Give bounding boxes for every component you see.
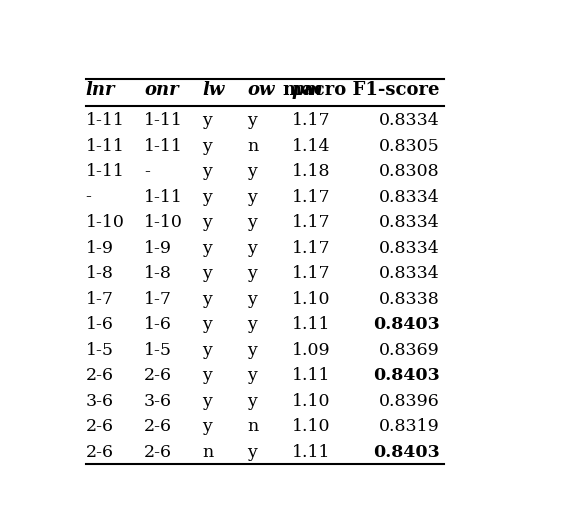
Text: macro F1-score: macro F1-score (283, 81, 440, 99)
Text: 1-11: 1-11 (144, 137, 183, 155)
Text: 1.17: 1.17 (292, 239, 331, 257)
Text: 1-8: 1-8 (86, 265, 113, 282)
Text: 1-11: 1-11 (144, 112, 183, 129)
Text: y: y (202, 393, 212, 410)
Text: 1.14: 1.14 (292, 137, 330, 155)
Text: 0.8403: 0.8403 (373, 316, 440, 333)
Text: n: n (202, 444, 213, 461)
Text: y: y (247, 342, 257, 359)
Text: 0.8334: 0.8334 (379, 112, 440, 129)
Text: 0.8338: 0.8338 (379, 290, 440, 308)
Text: y: y (247, 265, 257, 282)
Text: 1.17: 1.17 (292, 265, 331, 282)
Text: y: y (202, 290, 212, 308)
Text: y: y (202, 367, 212, 384)
Text: 0.8308: 0.8308 (379, 163, 440, 180)
Text: 0.8396: 0.8396 (379, 393, 440, 410)
Text: y: y (247, 163, 257, 180)
Text: 1-5: 1-5 (144, 342, 172, 359)
Text: y: y (202, 316, 212, 333)
Text: 1.17: 1.17 (292, 188, 331, 206)
Text: 1.18: 1.18 (292, 163, 330, 180)
Text: -: - (144, 163, 150, 180)
Text: y: y (202, 137, 212, 155)
Text: 1-7: 1-7 (144, 290, 172, 308)
Text: y: y (202, 342, 212, 359)
Text: 1.10: 1.10 (292, 418, 330, 435)
Text: y: y (247, 214, 257, 231)
Text: pm: pm (292, 81, 323, 99)
Text: 1.09: 1.09 (292, 342, 331, 359)
Text: 0.8403: 0.8403 (373, 444, 440, 461)
Text: 1.11: 1.11 (292, 367, 330, 384)
Text: 1-6: 1-6 (86, 316, 113, 333)
Text: 1-5: 1-5 (86, 342, 114, 359)
Text: 0.8305: 0.8305 (379, 137, 440, 155)
Text: y: y (247, 290, 257, 308)
Text: 1-11: 1-11 (144, 188, 183, 206)
Text: 1.17: 1.17 (292, 214, 331, 231)
Text: y: y (247, 188, 257, 206)
Text: 3-6: 3-6 (144, 393, 172, 410)
Text: 1-10: 1-10 (144, 214, 183, 231)
Text: 0.8334: 0.8334 (379, 265, 440, 282)
Text: y: y (202, 163, 212, 180)
Text: 2-6: 2-6 (144, 418, 172, 435)
Text: 2-6: 2-6 (86, 367, 114, 384)
Text: y: y (202, 214, 212, 231)
Text: 0.8403: 0.8403 (373, 367, 440, 384)
Text: 1.17: 1.17 (292, 112, 331, 129)
Text: 1.11: 1.11 (292, 444, 330, 461)
Text: y: y (202, 112, 212, 129)
Text: 1.10: 1.10 (292, 290, 330, 308)
Text: n: n (247, 137, 258, 155)
Text: 1.11: 1.11 (292, 316, 330, 333)
Text: 1-6: 1-6 (144, 316, 172, 333)
Text: lw: lw (202, 81, 224, 99)
Text: 1-8: 1-8 (144, 265, 172, 282)
Text: y: y (247, 444, 257, 461)
Text: 2-6: 2-6 (144, 367, 172, 384)
Text: 1-10: 1-10 (86, 214, 125, 231)
Text: 0.8369: 0.8369 (379, 342, 440, 359)
Text: 2-6: 2-6 (144, 444, 172, 461)
Text: 1-11: 1-11 (86, 112, 125, 129)
Text: -: - (86, 188, 91, 206)
Text: 1-9: 1-9 (144, 239, 172, 257)
Text: y: y (247, 393, 257, 410)
Text: 3-6: 3-6 (86, 393, 114, 410)
Text: y: y (202, 239, 212, 257)
Text: 0.8334: 0.8334 (379, 188, 440, 206)
Text: y: y (202, 188, 212, 206)
Text: y: y (247, 239, 257, 257)
Text: 2-6: 2-6 (86, 444, 114, 461)
Text: y: y (202, 418, 212, 435)
Text: 1-11: 1-11 (86, 163, 125, 180)
Text: onr: onr (144, 81, 179, 99)
Text: 1-9: 1-9 (86, 239, 114, 257)
Text: 1-11: 1-11 (86, 137, 125, 155)
Text: 0.8319: 0.8319 (379, 418, 440, 435)
Text: 2-6: 2-6 (86, 418, 114, 435)
Text: lnr: lnr (86, 81, 115, 99)
Text: y: y (247, 112, 257, 129)
Text: y: y (247, 316, 257, 333)
Text: 0.8334: 0.8334 (379, 214, 440, 231)
Text: y: y (247, 367, 257, 384)
Text: 1-7: 1-7 (86, 290, 114, 308)
Text: 0.8334: 0.8334 (379, 239, 440, 257)
Text: 1.10: 1.10 (292, 393, 330, 410)
Text: ow: ow (247, 81, 275, 99)
Text: y: y (202, 265, 212, 282)
Text: n: n (247, 418, 258, 435)
